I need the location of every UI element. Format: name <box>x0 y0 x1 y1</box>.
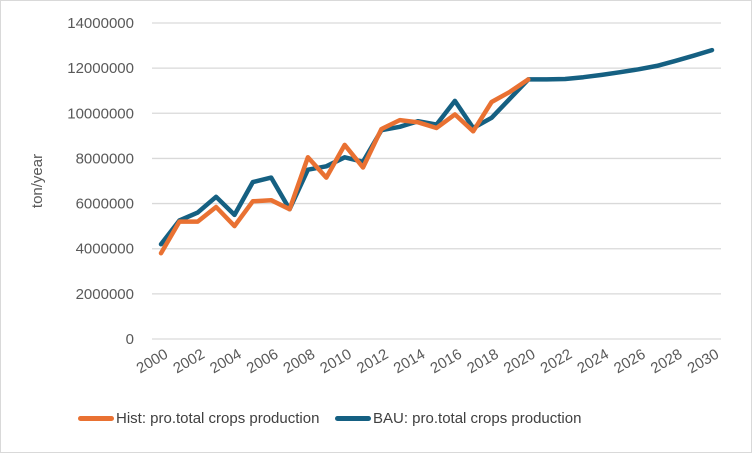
x-tick-label: 2006 <box>244 346 281 377</box>
x-tick-label: 2012 <box>354 346 391 377</box>
legend-swatch-hist <box>78 416 114 421</box>
y-tick-label: 6000000 <box>76 196 134 213</box>
y-tick-label: 12000000 <box>67 60 134 77</box>
x-tick-label: 2008 <box>281 346 318 377</box>
gridlines <box>152 22 721 340</box>
series-line-bau <box>158 47 715 247</box>
legend-item-bau: BAU: pro.total crops production <box>335 410 581 427</box>
x-axis-ticks: 2000 2002 2004 2006 2008 2010 2012 2014 2016 2018… <box>134 346 722 377</box>
x-tick-label: 2000 <box>134 346 171 377</box>
y-axis-ticks: 0 2000000 4000000 6000000 8000000 10000000 120… <box>67 15 134 348</box>
x-tick-label: 2024 <box>574 346 611 377</box>
legend-label-bau: BAU: pro.total crops production <box>373 410 582 427</box>
y-tick-label: 0 <box>126 331 134 348</box>
x-tick-label: 2022 <box>538 346 575 377</box>
x-tick-label: 2030 <box>685 346 722 377</box>
x-tick-label: 2026 <box>611 346 648 377</box>
x-tick-label: 2010 <box>317 346 354 377</box>
x-tick-label: 2002 <box>170 346 207 377</box>
y-axis-label: ton/year <box>29 154 46 208</box>
y-tick-label: 10000000 <box>67 105 134 122</box>
x-tick-label: 2004 <box>207 346 244 377</box>
x-tick-label: 2014 <box>391 346 428 377</box>
y-tick-label: 2000000 <box>76 286 134 303</box>
x-tick-label: 2020 <box>501 346 538 377</box>
y-tick-label: 8000000 <box>76 150 134 167</box>
x-tick-label: 2018 <box>464 346 501 377</box>
series-lines <box>158 47 715 256</box>
x-tick-label: 2016 <box>427 346 464 377</box>
legend: Hist: pro.total crops production BAU: pr… <box>0 410 752 434</box>
y-tick-label: 4000000 <box>76 241 134 258</box>
legend-item-hist: Hist: pro.total crops production <box>78 410 319 427</box>
legend-label-hist: Hist: pro.total crops production <box>116 410 320 427</box>
series-line-hist <box>158 77 531 256</box>
legend-swatch-bau <box>335 416 371 421</box>
x-tick-label: 2028 <box>648 346 685 377</box>
y-tick-label: 14000000 <box>67 15 134 32</box>
